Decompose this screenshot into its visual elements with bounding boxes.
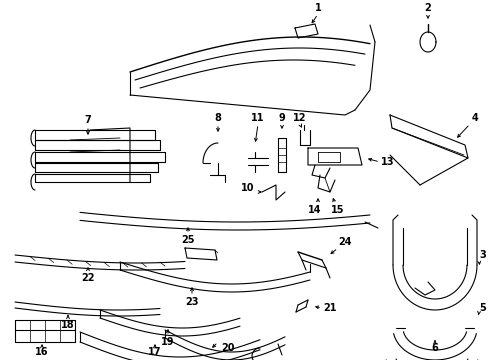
Text: 7: 7 xyxy=(84,115,91,125)
Text: 14: 14 xyxy=(307,205,321,215)
Text: 20: 20 xyxy=(221,343,234,353)
Text: 19: 19 xyxy=(161,337,174,347)
Text: 21: 21 xyxy=(323,303,336,313)
Text: 4: 4 xyxy=(470,113,477,123)
Text: 12: 12 xyxy=(293,113,306,123)
Text: 13: 13 xyxy=(381,157,394,167)
Text: 17: 17 xyxy=(148,347,162,357)
Text: 24: 24 xyxy=(338,237,351,247)
Text: 23: 23 xyxy=(185,297,198,307)
Text: 25: 25 xyxy=(181,235,194,245)
Text: 22: 22 xyxy=(81,273,95,283)
Text: 5: 5 xyxy=(479,303,486,313)
Text: 18: 18 xyxy=(61,320,75,330)
Text: 16: 16 xyxy=(35,347,49,357)
Text: 9: 9 xyxy=(278,113,285,123)
Text: 10: 10 xyxy=(241,183,254,193)
Text: 3: 3 xyxy=(479,250,486,260)
Text: 11: 11 xyxy=(251,113,264,123)
Text: 15: 15 xyxy=(330,205,344,215)
Text: 6: 6 xyxy=(431,343,437,353)
Text: 8: 8 xyxy=(214,113,221,123)
Text: 2: 2 xyxy=(424,3,430,13)
Text: 1: 1 xyxy=(314,3,321,13)
